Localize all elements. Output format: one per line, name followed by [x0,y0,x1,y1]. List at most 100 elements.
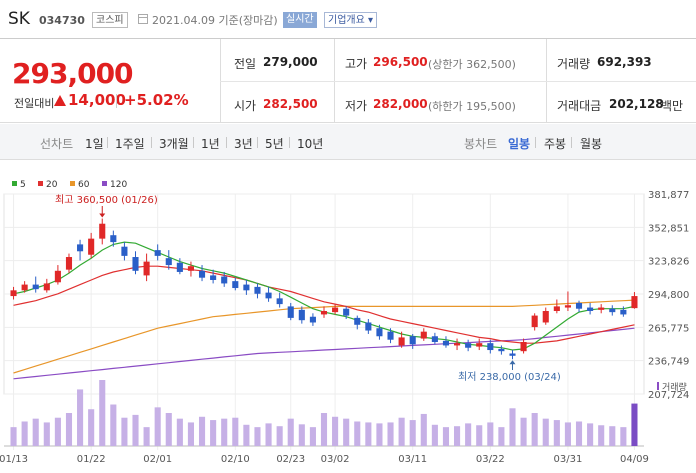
x-tick-label: 03/02 [321,454,350,465]
volume-bar [409,420,416,446]
amount-unit: 백만 [661,99,684,113]
volume-bar [298,424,305,446]
period-10y[interactable]: 10년 [297,137,324,151]
amount-label: 거래대금 [557,99,602,113]
candle-weekly[interactable]: 주봉 [544,137,567,151]
period-1y[interactable]: 1년 [201,137,220,151]
candle-body [77,244,84,252]
candle-body [10,290,17,297]
toolbar-divider [535,137,536,148]
volume-bar [598,425,605,446]
volume-bar [132,414,139,446]
market-badge: 코스피 [92,12,128,28]
line-chart-tab[interactable]: 선차트 [40,137,74,151]
candle-body [409,336,416,345]
toolbar-divider [571,137,572,148]
volume-bar [21,421,28,446]
low-arrow-head [509,360,516,365]
volume-bar [431,424,438,446]
candle-body [32,284,39,290]
candle-body [531,315,538,328]
volume-bar [265,423,272,446]
candle-chart-tab[interactable]: 봉차트 [464,137,498,151]
y-axis-labels: 381,877 352,851 323,826 294,800 265,775 236,7… [648,190,689,401]
prev-close-value: 279,000 [263,55,318,69]
company-overview-dropdown[interactable]: 기업개요 ▾ [324,12,377,28]
volume-bar [110,404,117,446]
x-tick-label: 02/23 [276,454,305,465]
candle-body [165,258,172,266]
period-5y[interactable]: 5년 [265,137,284,151]
candle-body [376,328,383,337]
candle-body [110,235,117,243]
volume-bar [210,420,217,446]
volume-label: 거래량 [557,57,591,71]
x-tick-label: 01/22 [77,454,106,465]
volume-bar [631,403,638,446]
candle-body [143,261,150,276]
toolbar-divider [289,137,290,148]
legend-ma60: 60 [70,180,89,190]
legend-ma20: 20 [38,180,57,190]
period-1d[interactable]: 1일 [85,137,104,151]
candle-body [620,309,627,315]
y-tick-label: 381,877 [648,190,689,201]
panel-row-divider [220,81,696,82]
volume-bar [343,418,350,446]
candle-body [121,246,128,256]
y-tick-label: 323,826 [648,257,689,268]
x-tick-label: 03/11 [398,454,427,465]
legend-swatch [38,181,43,186]
volume-bar [454,426,461,446]
candle-body [587,307,594,311]
change-divider [116,94,117,108]
candle-body [243,284,250,291]
volume-bar [309,427,316,446]
candle-body [332,307,339,313]
x-tick-label: 02/10 [221,454,250,465]
volume-bar [542,418,549,446]
open-label: 시가 [234,99,257,113]
candle-body [232,281,239,289]
candle-body [442,340,450,346]
candle-body [365,322,372,331]
candle-monthly[interactable]: 월봉 [580,137,603,151]
stock-name: SK [8,9,30,29]
stock-header: SK 034730 코스피 2021.04.09 기준(장마감) 실시간 기업개… [0,0,696,38]
candle-body [454,343,461,346]
current-price: 293,000 [12,57,134,90]
candle-body [575,302,583,309]
x-axis-labels: 01/13 01/22 02/01 02/10 02/23 03/02 03/11 03/22… [0,454,649,465]
low-annotation: 최저 238,000 (03/24) [458,371,561,383]
candle-body [154,250,161,256]
stock-code: 034730 [39,14,85,27]
x-tick-label: 02/01 [143,454,172,465]
candle-body [542,310,549,323]
candle-body [498,348,505,352]
volume-legend-swatch [657,382,659,390]
chart-annotations: 최고 360,500 (01/26) 최저 238,000 (03/24) [55,194,561,383]
toolbar-divider [193,137,194,148]
volume-bar [176,418,183,446]
candle-body [99,223,106,239]
period-1w[interactable]: 1주일 [115,137,145,151]
legend-label: 60 [78,180,90,190]
candle-daily[interactable]: 일봉 [508,137,531,151]
volume-bar [520,417,527,446]
legend-ma120: 120 [102,180,127,190]
chart-toolbar: 선차트 1일 1주일 3개월 1년 3년 5년 10년 봉차트 일봉 주봉 월봉 [0,124,696,160]
low-value: 282,000 [373,97,428,111]
ma20-line [13,265,635,344]
period-3m[interactable]: 3개월 [159,137,189,151]
period-3y[interactable]: 3년 [234,137,253,151]
candle-body [553,306,560,311]
upper-limit: (상한가 362,500) [428,58,516,71]
amount-value: 202,128 [609,97,664,111]
prev-close-label: 전일 [234,57,257,71]
volume-bar [276,426,283,446]
legend-swatch [12,181,17,186]
volume-bar [420,413,427,446]
lower-limit: (하한가 195,500) [428,100,516,113]
realtime-button[interactable]: 실시간 [283,12,317,28]
